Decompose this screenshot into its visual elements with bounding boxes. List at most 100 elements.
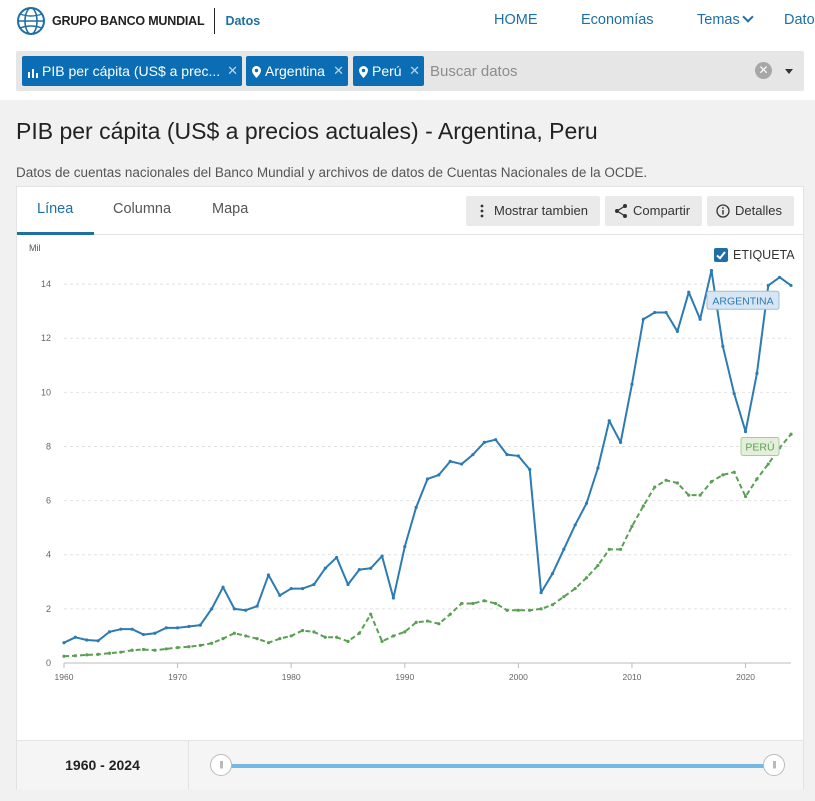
- data-point: [187, 624, 191, 629]
- y-tick-label: 0: [46, 658, 51, 668]
- data-point: [85, 638, 89, 642]
- remove-chip-icon[interactable]: ✕: [333, 63, 344, 78]
- range-footer: 1960 - 2024 ||| |||: [17, 740, 803, 790]
- tab-columna[interactable]: Columna: [113, 201, 172, 217]
- main-nav: HOME Economías Temas Dato: [0, 11, 815, 32]
- chip-indicator[interactable]: PIB per cápita (US$ a prec... ✕: [22, 56, 242, 86]
- label-toggle-text: ETIQUETA: [733, 248, 795, 262]
- section-name: Datos: [225, 14, 261, 28]
- data-point: [653, 485, 657, 489]
- data-point: [425, 477, 430, 481]
- data-point: [175, 626, 180, 630]
- y-tick-label: 14: [41, 279, 51, 289]
- data-point: [732, 392, 736, 396]
- data-point: [494, 601, 498, 606]
- range-start-handle[interactable]: |||: [210, 754, 232, 776]
- data-point: [766, 283, 770, 288]
- data-point: [187, 645, 191, 649]
- search-bar: PIB per cápita (US$ a prec... ✕ Argentin…: [16, 51, 804, 91]
- data-point: [73, 635, 77, 639]
- more-vertical-icon: [480, 204, 484, 218]
- data-point: [278, 637, 282, 641]
- series-perú: PERÚ: [62, 432, 793, 658]
- dropdown-caret-icon[interactable]: [785, 69, 793, 74]
- brand-logo[interactable]: GRUPO BANCO MUNDIAL Datos: [16, 6, 260, 36]
- data-point: [357, 631, 361, 635]
- brand-divider: [214, 8, 216, 34]
- chip-argentina-label: Argentina: [265, 63, 325, 79]
- range-track[interactable]: [221, 764, 776, 768]
- data-point: [482, 440, 486, 445]
- data-point: [62, 654, 66, 658]
- data-point: [425, 619, 430, 623]
- data-point: [221, 637, 225, 641]
- remove-chip-icon[interactable]: ✕: [227, 63, 238, 78]
- data-point: [323, 566, 327, 570]
- series-end-label: PERÚ: [745, 440, 774, 453]
- nav-datos[interactable]: Dato: [784, 12, 815, 28]
- series-end-label-box: [740, 436, 780, 456]
- page-title: PIB per cápita (US$ a precios actuales) …: [16, 118, 598, 144]
- data-point: [550, 603, 555, 607]
- series-end-label-box: [706, 290, 780, 310]
- chart-panel: Línea Columna Mapa Mostrar tambien Compa…: [16, 186, 804, 790]
- x-tick-label: 1990: [395, 672, 414, 682]
- data-point: [380, 639, 384, 643]
- show-also-label: Mostrar tambien: [494, 203, 588, 218]
- data-point: [573, 586, 577, 591]
- data-point: [459, 462, 464, 466]
- data-point: [175, 645, 180, 650]
- show-also-button[interactable]: Mostrar tambien: [466, 196, 600, 226]
- data-point: [664, 310, 668, 315]
- nav-temas[interactable]: Temas: [697, 11, 754, 28]
- details-button[interactable]: Detalles: [707, 196, 794, 226]
- x-tick-label: 1980: [282, 672, 301, 682]
- chip-argentina[interactable]: Argentina ✕: [246, 56, 348, 86]
- data-point: [266, 573, 271, 577]
- label-toggle-checkbox[interactable]: [714, 248, 728, 262]
- data-point: [619, 547, 623, 551]
- data-point: [607, 547, 611, 551]
- data-point: [664, 478, 668, 482]
- remove-chip-icon[interactable]: ✕: [409, 63, 420, 78]
- data-point: [596, 563, 600, 568]
- series-end-label: ARGENTINA: [712, 295, 773, 307]
- data-point: [414, 505, 418, 509]
- chip-peru[interactable]: Perú ✕: [353, 56, 424, 86]
- data-point: [539, 607, 543, 611]
- data-point: [141, 632, 146, 637]
- data-point: [675, 481, 680, 485]
- data-point: [789, 283, 793, 288]
- range-end-handle[interactable]: |||: [763, 754, 785, 776]
- data-point: [562, 595, 566, 599]
- data-point: [789, 432, 793, 436]
- data-point: [335, 555, 339, 560]
- data-point: [698, 493, 702, 497]
- data-point: [300, 586, 305, 591]
- data-point: [732, 470, 736, 474]
- clear-search-icon[interactable]: ✕: [755, 62, 772, 79]
- tab-linea[interactable]: Línea: [37, 201, 74, 217]
- data-point: [653, 310, 657, 315]
- share-button[interactable]: Compartir: [605, 196, 702, 226]
- nav-economias[interactable]: Economías: [581, 12, 654, 28]
- data-point: [414, 620, 418, 624]
- data-point: [721, 473, 725, 477]
- data-point: [641, 317, 645, 321]
- nav-home[interactable]: HOME: [494, 12, 538, 28]
- tab-mapa[interactable]: Mapa: [212, 201, 249, 217]
- share-label: Compartir: [633, 203, 691, 218]
- data-point: [369, 566, 373, 570]
- data-point: [391, 596, 396, 600]
- data-point: [528, 608, 532, 612]
- chart-tabs: Línea Columna Mapa Mostrar tambien Compa…: [17, 187, 803, 235]
- data-point: [221, 585, 225, 589]
- data-point: [346, 639, 350, 643]
- data-point: [584, 501, 589, 505]
- data-point: [232, 607, 236, 611]
- share-icon: [615, 204, 627, 218]
- data-point: [119, 650, 123, 654]
- data-point: [550, 572, 555, 576]
- data-point: [687, 290, 691, 294]
- search-input[interactable]: [430, 59, 750, 83]
